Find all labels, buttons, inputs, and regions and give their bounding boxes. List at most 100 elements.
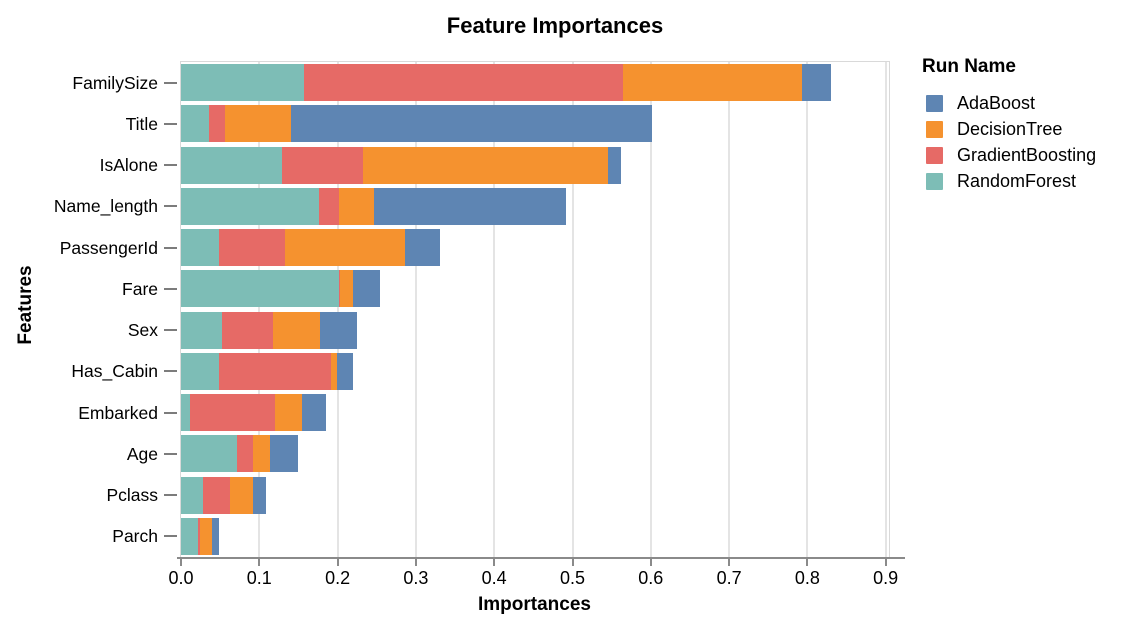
x-gridline [258, 62, 261, 557]
y-axis-label: Title [125, 113, 158, 134]
bar-segment[interactable] [202, 476, 231, 514]
x-tick [180, 559, 182, 566]
x-gridline [414, 62, 417, 557]
bar-segment[interactable] [253, 476, 267, 514]
legend-items: AdaBoost DecisionTree GradientBoosting Rand… [922, 90, 1096, 194]
legend-swatch [926, 146, 943, 164]
bar-segment[interactable] [303, 64, 623, 102]
x-axis-line [177, 557, 905, 559]
y-axis-label: IsAlone [99, 155, 158, 176]
bar-segment[interactable] [330, 352, 337, 390]
bar-segment[interactable] [339, 270, 340, 308]
legend-item-label: DecisionTree [957, 118, 1063, 139]
bar-row [181, 311, 888, 349]
x-gridline [493, 62, 496, 557]
bar-segment[interactable] [404, 229, 441, 267]
y-axis-label: FamilySize [72, 72, 158, 93]
bar-segment[interactable] [181, 229, 220, 267]
x-axis-title: Importances [478, 594, 591, 615]
x-gridline [806, 62, 809, 557]
y-tick [164, 122, 177, 125]
bar-row [181, 394, 888, 432]
x-gridline [336, 62, 339, 557]
bar-segment[interactable] [222, 311, 274, 349]
bar-segment[interactable] [181, 352, 220, 390]
bar-segment[interactable] [181, 64, 304, 102]
bar-segment[interactable] [181, 270, 340, 308]
bar-segment[interactable] [181, 517, 199, 555]
y-axis-label: Sex [127, 320, 158, 341]
x-tick-label: 0.4 [481, 568, 507, 588]
bar-segment[interactable] [199, 517, 213, 555]
bar-segment[interactable] [253, 435, 271, 473]
legend-item-adaboost[interactable]: AdaBoost [922, 90, 1096, 116]
bar-segment[interactable] [318, 187, 340, 225]
bar-segment[interactable] [181, 435, 238, 473]
bar-segment[interactable] [301, 394, 326, 432]
bar-segment[interactable] [339, 270, 354, 308]
bar-row [181, 105, 888, 143]
y-axis-label: Fare [122, 278, 158, 299]
bar-segment[interactable] [270, 435, 299, 473]
bar-segment[interactable] [212, 517, 220, 555]
bar-row [181, 476, 888, 514]
bar-row [181, 146, 888, 184]
bar-row [181, 229, 888, 267]
y-axis-label: Parch [112, 526, 158, 547]
y-axis-label: PassengerId [59, 237, 158, 258]
y-axis-label: Embarked [78, 402, 158, 423]
bar-row [181, 270, 888, 308]
bar-segment[interactable] [607, 146, 622, 184]
legend-item-decisiontree[interactable]: DecisionTree [922, 116, 1096, 142]
bar-segment[interactable] [224, 105, 291, 143]
y-tick [164, 81, 177, 84]
bar-segment[interactable] [237, 435, 254, 473]
x-gridline [649, 62, 652, 557]
x-tick-label: 0.0 [168, 568, 194, 588]
x-tick [336, 559, 339, 566]
bar-segment[interactable] [198, 517, 200, 555]
x-tick [493, 559, 496, 566]
legend-swatch [926, 120, 943, 138]
bar-segment[interactable] [219, 352, 331, 390]
bar-segment[interactable] [181, 187, 319, 225]
bar-segment[interactable] [181, 394, 190, 432]
y-axis-label: Age [126, 443, 158, 464]
bar-segment[interactable] [181, 146, 282, 184]
bar-segment[interactable] [274, 394, 302, 432]
bar-segment[interactable] [285, 229, 405, 267]
bar-segment[interactable] [353, 270, 380, 308]
bar-segment[interactable] [189, 394, 275, 432]
chart-title: Feature Importances [446, 13, 664, 38]
x-tick [728, 559, 731, 566]
legend-item-label: GradientBoosting [957, 144, 1097, 165]
y-tick [164, 329, 177, 332]
bar-segment[interactable] [336, 352, 354, 390]
y-axis-label: Pclass [106, 485, 158, 506]
legend-item-randomforest[interactable]: RandomForest [922, 168, 1096, 194]
bar-segment[interactable] [230, 476, 254, 514]
x-tick-label: 0.7 [716, 568, 742, 588]
bar-segment[interactable] [219, 229, 286, 267]
bar-segment[interactable] [801, 64, 831, 102]
bar-segment[interactable] [320, 311, 358, 349]
bar-row [181, 187, 888, 225]
x-gridline [571, 62, 574, 557]
bar-segment[interactable] [622, 64, 802, 102]
legend-item-gradientboosting[interactable]: GradientBoosting [922, 142, 1096, 168]
y-tick [164, 370, 177, 373]
y-tick [164, 205, 177, 208]
legend-title: Run Name [922, 56, 1016, 77]
bar-segment[interactable] [181, 476, 203, 514]
y-tick [164, 164, 177, 167]
bar-segment[interactable] [363, 146, 608, 184]
bar-segment[interactable] [373, 187, 567, 225]
bar-segment[interactable] [273, 311, 321, 349]
bar-segment[interactable] [209, 105, 225, 143]
bar-segment[interactable] [181, 105, 210, 143]
bar-segment[interactable] [181, 311, 223, 349]
bar-segment[interactable] [339, 187, 374, 225]
bar-segment[interactable] [282, 146, 364, 184]
bar-segment[interactable] [290, 105, 653, 143]
